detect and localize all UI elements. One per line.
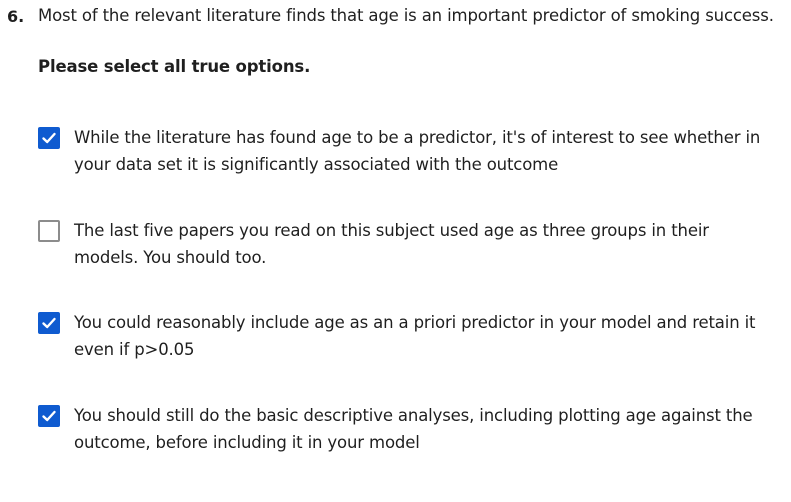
option-3-label: You could reasonably include age as an a… — [74, 313, 756, 359]
option-1[interactable]: While the literature has found age to be… — [38, 125, 768, 178]
question-number: 6. — [7, 7, 25, 26]
option-2[interactable]: The last five papers you read on this su… — [38, 218, 768, 271]
option-1-label: While the literature has found age to be… — [74, 128, 761, 174]
option-4-label: You should still do the basic descriptiv… — [74, 406, 753, 452]
question-instruction: Please select all true options. — [38, 57, 311, 76]
checkmark-icon — [42, 317, 56, 329]
checkmark-icon — [42, 410, 56, 422]
option-2-label: The last five papers you read on this su… — [74, 221, 709, 267]
question-text: Most of the relevant literature finds th… — [38, 6, 774, 25]
checkmark-icon — [42, 132, 56, 144]
option-1-checkbox[interactable] — [38, 127, 60, 149]
option-4-checkbox[interactable] — [38, 405, 60, 427]
option-3[interactable]: You could reasonably include age as an a… — [38, 310, 768, 363]
option-2-checkbox[interactable] — [38, 220, 60, 242]
option-3-checkbox[interactable] — [38, 312, 60, 334]
option-4[interactable]: You should still do the basic descriptiv… — [38, 403, 768, 456]
